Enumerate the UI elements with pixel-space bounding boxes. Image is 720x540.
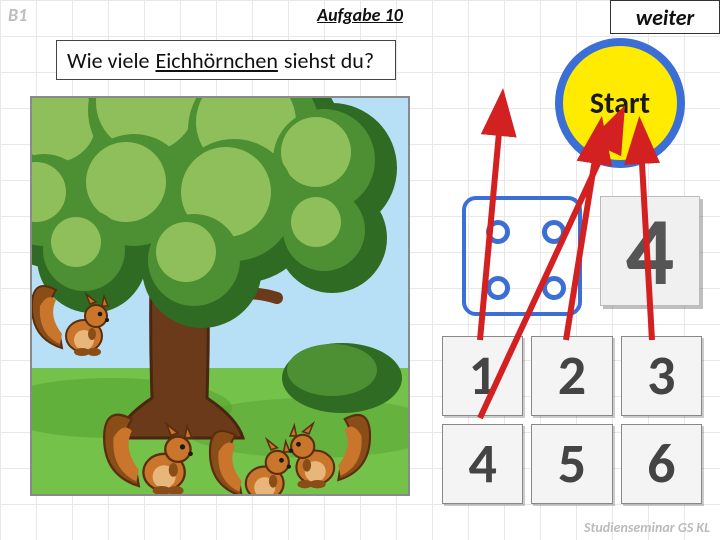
answer-display: 4 — [600, 196, 700, 306]
number-pad: 123 456 — [442, 336, 702, 504]
die-pip — [486, 220, 510, 244]
next-button[interactable]: weiter — [610, 0, 720, 34]
num-button-4[interactable]: 4 — [442, 424, 523, 504]
die-frame — [462, 196, 582, 316]
scene-image — [30, 96, 410, 496]
num-button-6[interactable]: 6 — [621, 424, 702, 504]
page-label: B1 — [8, 4, 27, 26]
task-title: Aufgabe 10 — [317, 4, 403, 26]
die-pip — [486, 276, 510, 300]
num-button-1[interactable]: 1 — [442, 336, 523, 416]
die-pip — [542, 276, 566, 300]
num-button-3[interactable]: 3 — [621, 336, 702, 416]
num-button-5[interactable]: 5 — [531, 424, 612, 504]
footer-credit: Studienseminar GS KL — [584, 519, 710, 536]
question-keyword: Eichhörnchen — [155, 47, 277, 74]
num-button-2[interactable]: 2 — [531, 336, 612, 416]
start-button[interactable]: Start — [555, 38, 685, 168]
question-post: siehst du? — [284, 47, 374, 74]
question-box: Wie viele Eichhörnchen siehst du? — [56, 40, 396, 80]
die-pip — [542, 220, 566, 244]
question-pre: Wie viele — [67, 47, 149, 74]
